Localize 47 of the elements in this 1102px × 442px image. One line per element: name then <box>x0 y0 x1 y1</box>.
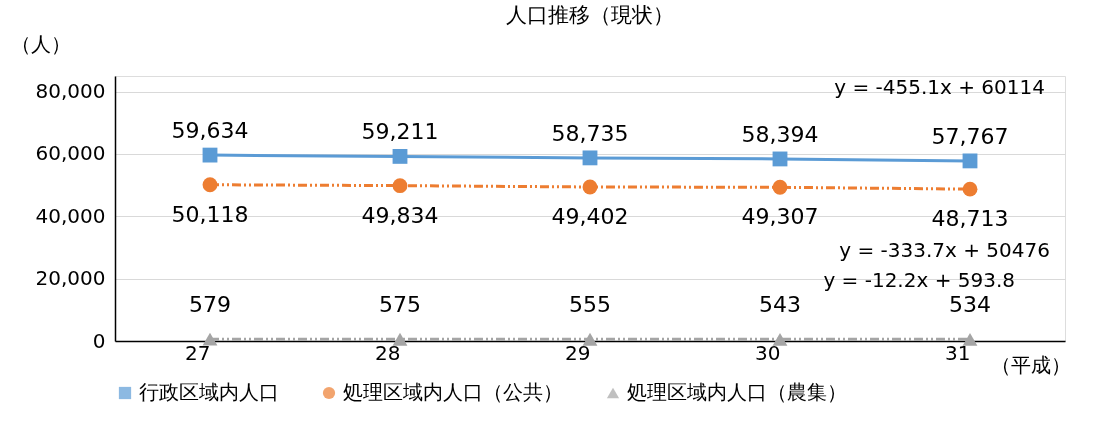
data-label: 58,394 <box>741 121 819 147</box>
data-label: 534 <box>949 292 991 318</box>
data-label: 579 <box>189 292 231 318</box>
annotation: y = -333.7x + 50476 <box>839 238 1050 262</box>
data-label: 59,634 <box>171 118 249 144</box>
point <box>962 153 978 169</box>
point <box>582 332 598 346</box>
annotation: y = -455.1x + 60114 <box>834 75 1045 99</box>
data-label: 543 <box>759 292 801 318</box>
point <box>582 179 598 195</box>
x-tick-label: 31 <box>945 340 971 365</box>
y-tick-label: 0 <box>92 328 106 353</box>
annotation: y = -12.2x + 593.8 <box>823 268 1015 292</box>
point <box>772 179 788 195</box>
data-label: 49,834 <box>361 202 439 228</box>
y-tick-label: 20,000 <box>35 266 106 291</box>
point <box>392 178 408 194</box>
x-tick-label: 27 <box>185 340 211 365</box>
data-label: 59,211 <box>361 119 439 145</box>
data-label: 555 <box>569 292 611 318</box>
point <box>962 332 978 346</box>
legend-label: 処理区域内人口（農集） <box>627 380 847 404</box>
data-label: 49,402 <box>551 203 629 229</box>
x-tick-label: 29 <box>565 340 591 365</box>
point <box>772 332 788 346</box>
point <box>582 150 598 166</box>
x-tick-label: 30 <box>755 340 781 365</box>
y-tick-label: 40,000 <box>35 203 106 228</box>
data-label: 49,307 <box>741 204 819 230</box>
x-tick-label: 28 <box>375 340 401 365</box>
data-label: 575 <box>379 292 421 318</box>
data-label: 48,713 <box>931 206 1009 232</box>
y-axis-title: （人） <box>10 31 71 56</box>
x-axis-title: （平成） <box>990 352 1071 377</box>
point <box>392 148 408 164</box>
data-label: 57,767 <box>931 123 1009 149</box>
point <box>392 332 408 346</box>
point <box>962 181 978 197</box>
y-tick-label: 80,000 <box>35 79 106 104</box>
data-label: 50,118 <box>171 201 249 227</box>
chart-title: 人口推移（現状） <box>506 3 674 27</box>
y-tick-label: 60,000 <box>35 141 106 166</box>
legend-label: 行政区域内人口 <box>139 380 279 404</box>
point <box>202 177 218 193</box>
legend-label: 処理区域内人口（公共） <box>343 380 563 404</box>
data-label: 58,735 <box>551 120 629 146</box>
point <box>202 332 218 346</box>
